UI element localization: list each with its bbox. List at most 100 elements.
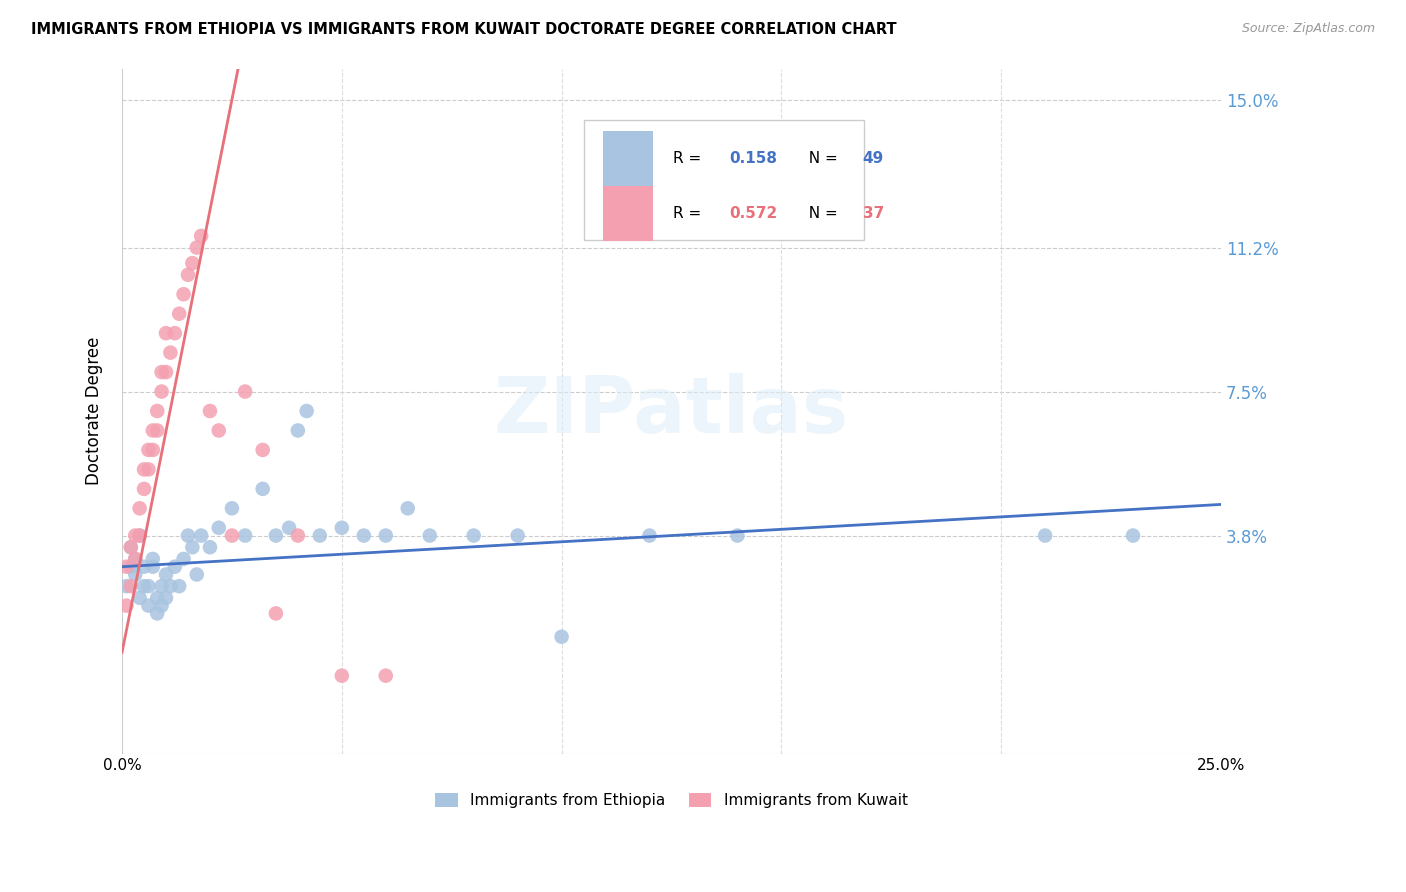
Point: [181, 256, 204, 270]
Point: [138, 442, 160, 457]
Legend: Immigrants from Ethiopia, Immigrants from Kuwait: Immigrants from Ethiopia, Immigrants fro…: [429, 787, 914, 814]
Point: [124, 528, 146, 542]
Point: [167, 579, 190, 593]
Point: [146, 607, 169, 621]
Point: [124, 567, 146, 582]
Point: [115, 559, 138, 574]
Point: [155, 591, 177, 605]
Point: [330, 521, 353, 535]
Point: [155, 326, 177, 341]
Text: N =: N =: [799, 151, 842, 166]
Point: [115, 599, 138, 613]
Point: [142, 442, 165, 457]
Point: [142, 559, 165, 574]
Point: [353, 528, 375, 542]
Point: [198, 540, 221, 554]
Point: [233, 528, 256, 542]
Point: [146, 591, 169, 605]
Point: [221, 528, 243, 542]
Text: Source: ZipAtlas.com: Source: ZipAtlas.com: [1241, 22, 1375, 36]
Point: [159, 345, 181, 359]
Point: [221, 501, 243, 516]
Point: [150, 384, 173, 399]
Point: [208, 424, 231, 438]
Point: [725, 528, 748, 542]
Point: [186, 567, 208, 582]
Point: [374, 668, 396, 682]
Point: [128, 528, 150, 542]
Point: [506, 528, 529, 542]
Point: [173, 287, 195, 301]
Point: [150, 599, 173, 613]
Point: [146, 404, 169, 418]
Point: [308, 528, 330, 542]
Point: [163, 326, 186, 341]
Point: [120, 559, 142, 574]
Point: [124, 552, 146, 566]
Point: [550, 630, 572, 644]
Point: [120, 579, 142, 593]
Point: [396, 501, 419, 516]
Point: [252, 442, 274, 457]
Text: R =: R =: [672, 206, 706, 221]
Point: [138, 599, 160, 613]
Point: [132, 559, 155, 574]
Point: [190, 228, 212, 243]
Point: [128, 591, 150, 605]
Point: [177, 528, 200, 542]
Point: [1033, 528, 1056, 542]
Point: [155, 567, 177, 582]
Y-axis label: Doctorate Degree: Doctorate Degree: [86, 337, 103, 485]
Point: [264, 607, 287, 621]
Text: IMMIGRANTS FROM ETHIOPIA VS IMMIGRANTS FROM KUWAIT DOCTORATE DEGREE CORRELATION : IMMIGRANTS FROM ETHIOPIA VS IMMIGRANTS F…: [31, 22, 897, 37]
Point: [155, 365, 177, 379]
Point: [167, 307, 190, 321]
Point: [181, 540, 204, 554]
FancyBboxPatch shape: [603, 186, 652, 241]
Point: [132, 579, 155, 593]
Point: [177, 268, 200, 282]
Point: [638, 528, 661, 542]
Point: [138, 462, 160, 476]
Point: [287, 424, 309, 438]
Text: 37: 37: [863, 206, 884, 221]
Point: [295, 404, 318, 418]
Point: [419, 528, 441, 542]
Point: [233, 384, 256, 399]
Text: 0.158: 0.158: [730, 151, 778, 166]
Point: [463, 528, 485, 542]
FancyBboxPatch shape: [603, 131, 652, 186]
Point: [138, 579, 160, 593]
Point: [146, 424, 169, 438]
Point: [132, 482, 155, 496]
Point: [208, 521, 231, 535]
FancyBboxPatch shape: [583, 120, 863, 240]
Point: [128, 501, 150, 516]
Point: [142, 424, 165, 438]
Point: [287, 528, 309, 542]
Point: [330, 668, 353, 682]
Text: 0.572: 0.572: [730, 206, 778, 221]
Point: [120, 540, 142, 554]
Point: [124, 552, 146, 566]
Point: [190, 528, 212, 542]
Text: R =: R =: [672, 151, 706, 166]
Point: [173, 552, 195, 566]
Text: ZIPatlas: ZIPatlas: [494, 373, 849, 449]
Text: N =: N =: [799, 206, 842, 221]
Point: [132, 462, 155, 476]
Text: 49: 49: [863, 151, 884, 166]
Point: [150, 579, 173, 593]
Point: [150, 365, 173, 379]
Point: [159, 579, 181, 593]
Point: [252, 482, 274, 496]
Point: [278, 521, 301, 535]
Point: [142, 552, 165, 566]
Point: [115, 579, 138, 593]
Point: [198, 404, 221, 418]
Point: [120, 540, 142, 554]
Point: [186, 241, 208, 255]
Point: [128, 528, 150, 542]
Point: [374, 528, 396, 542]
Point: [163, 559, 186, 574]
